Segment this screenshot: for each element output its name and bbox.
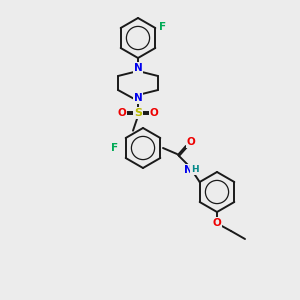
- Text: O: O: [118, 108, 126, 118]
- Text: N: N: [184, 165, 192, 175]
- Text: O: O: [213, 218, 221, 228]
- Text: N: N: [134, 93, 142, 103]
- Text: H: H: [191, 166, 199, 175]
- Text: O: O: [150, 108, 158, 118]
- Text: O: O: [187, 137, 195, 147]
- Text: F: F: [111, 143, 118, 153]
- Text: S: S: [134, 108, 142, 118]
- Text: N: N: [134, 63, 142, 73]
- Text: F: F: [159, 22, 166, 32]
